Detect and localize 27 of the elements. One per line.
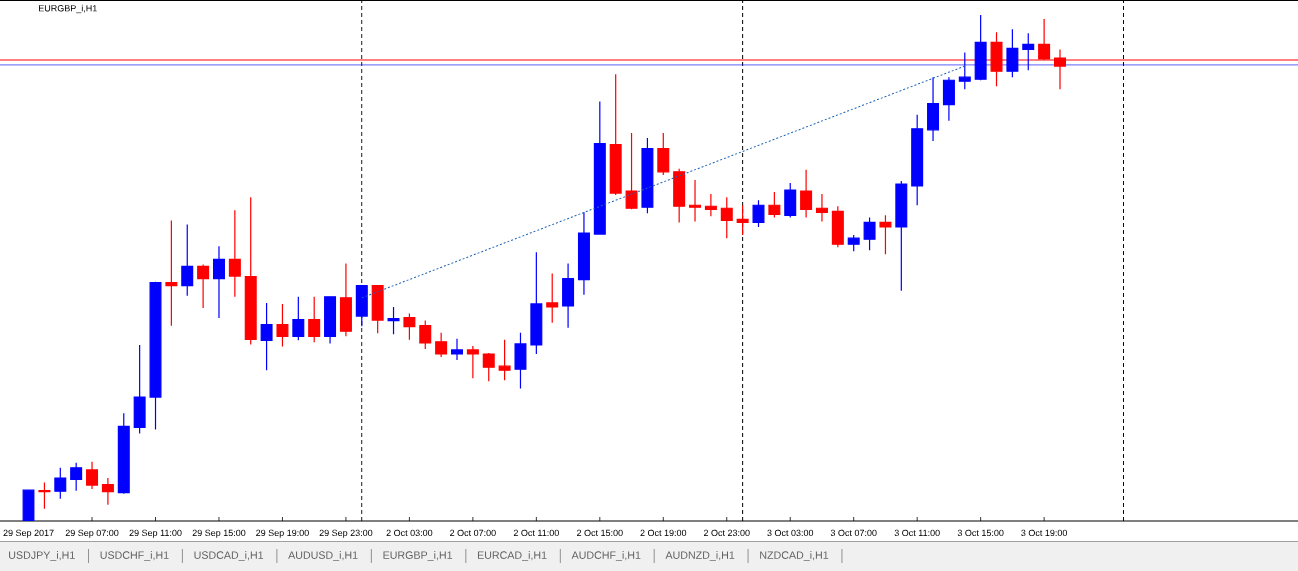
text: AUDNZD_i,H1 — [665, 551, 735, 561]
x-tick-label: 2 Oct 11:00 — [513, 529, 559, 537]
text: EURGBP_i,H1 — [383, 551, 453, 561]
x-tick-label: 3 Oct 07:00 — [830, 529, 877, 537]
x-tick-label: 29 Sep 2017 — [3, 529, 54, 538]
x-tick-label: 2 Oct 23:00 — [703, 529, 750, 537]
chart-title: EURGBP_i,H1 — [39, 4, 97, 14]
x-tick-label: 2 Oct 03:00 — [386, 529, 433, 537]
x-tick-label: 3 Oct 19:00 — [1021, 529, 1068, 537]
x-tick-label: 2 Oct 07:00 — [450, 529, 496, 537]
text: AUDCHF_i,H1 — [571, 551, 641, 561]
x-tick-label: 29 Sep 23:00 — [319, 529, 373, 538]
x-tick-label: 29 Sep 07:00 — [65, 529, 119, 538]
x-tick-label: 29 Sep 19:00 — [256, 529, 309, 538]
text: EURCAD_i,H1 — [477, 551, 547, 561]
text: USDJPY_i,H1 — [9, 551, 75, 561]
x-tick-label: 3 Oct 11:00 — [894, 529, 940, 537]
x-tick-label: 2 Oct 15:00 — [577, 529, 623, 537]
text: USDCHF_i,H1 — [100, 551, 169, 561]
x-tick-label: 29 Sep 11:00 — [129, 529, 182, 538]
text: USDCAD_i,H1 — [194, 551, 264, 561]
text: AUDUSD_i,H1 — [288, 551, 358, 561]
x-tick-label: 3 Oct 03:00 — [767, 529, 814, 537]
x-tick-label: 2 Oct 19:00 — [640, 529, 687, 537]
text: NZDCAD_i,H1 — [760, 551, 829, 561]
x-tick-label: 29 Sep 15:00 — [192, 529, 246, 538]
x-tick-label: 3 Oct 15:00 — [957, 529, 1004, 537]
